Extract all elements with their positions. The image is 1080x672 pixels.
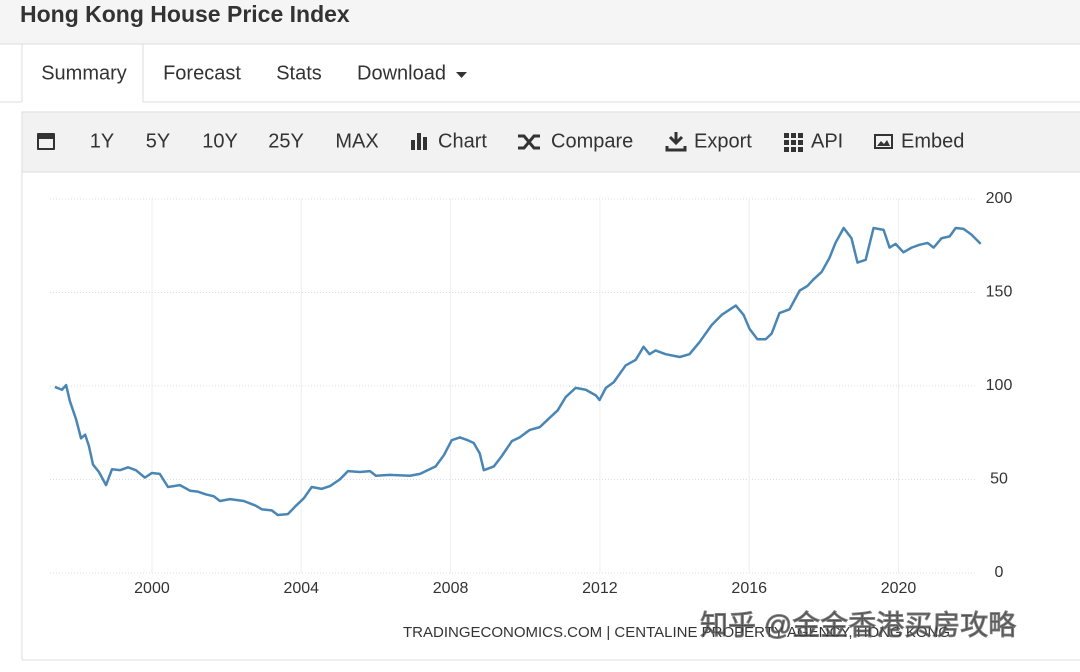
toolbar-button[interactable]: 25Y	[268, 130, 304, 152]
source-text: TRADINGECONOMICS.COM | CENTALINE PROPERT…	[403, 624, 950, 641]
chart: 0 50 100 150 200 2000 2004 2008 2012 2016 2020	[50, 190, 1012, 597]
data-line	[54, 226, 982, 517]
toolbar-button[interactable]: MAX	[335, 130, 378, 152]
dropdown-caret	[456, 72, 467, 78]
y-tick-label: 0	[995, 564, 1004, 581]
toolbar-button[interactable]: 5Y	[146, 130, 170, 152]
tab[interactable]: Stats	[276, 62, 322, 84]
y-tick-label: 150	[986, 284, 1013, 301]
toolbar-button[interactable]: Compare	[551, 130, 633, 152]
embed-icon	[874, 134, 893, 149]
y-tick-label: 100	[986, 377, 1013, 394]
y-tick-label: 200	[986, 190, 1013, 207]
toolbar-button[interactable]: API	[811, 130, 843, 152]
calendar-icon-inner	[39, 139, 53, 148]
active-tab	[21, 43, 144, 102]
y-tick-label: 50	[990, 471, 1008, 488]
x-tick-label: 2016	[731, 580, 767, 597]
page-title: Hong Kong House Price Index	[20, 1, 350, 27]
toolbar-button[interactable]: Embed	[901, 130, 964, 152]
export-icon	[665, 132, 687, 152]
tab[interactable]: Forecast	[163, 62, 241, 84]
toolbar	[21, 111, 1080, 173]
tab[interactable]: Download	[357, 62, 446, 84]
compare-icon	[518, 134, 540, 150]
tab[interactable]: Summary	[41, 62, 127, 84]
toolbar-button[interactable]: Chart	[438, 130, 487, 152]
toolbar-button[interactable]: 10Y	[202, 130, 238, 152]
x-tick-label: 2008	[433, 580, 469, 597]
x-tick-label: 2012	[582, 580, 618, 597]
x-tick-label: 2000	[134, 580, 170, 597]
header-bar	[0, 0, 1080, 44]
x-tick-label: 2020	[881, 580, 917, 597]
toolbar-button[interactable]: Export	[694, 130, 752, 152]
chart-icon	[411, 133, 427, 150]
api-icon	[784, 133, 803, 152]
toolbar-button[interactable]: 1Y	[90, 130, 114, 152]
watermark: 知乎 @金金香港买房攻略	[700, 609, 1016, 640]
calendar-icon[interactable]	[37, 133, 55, 150]
x-tick-label: 2004	[283, 580, 319, 597]
